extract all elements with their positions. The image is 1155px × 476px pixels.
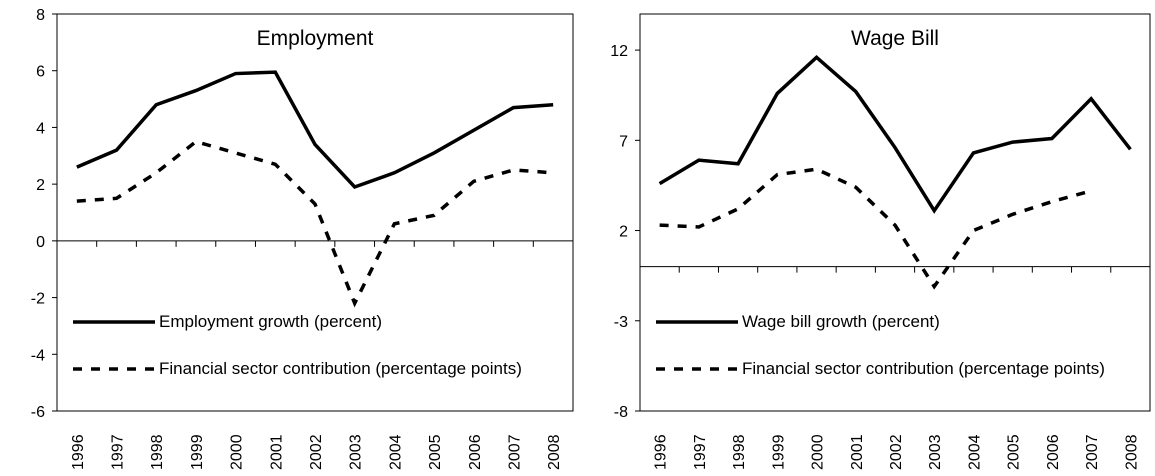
x-tick-label: 2007 (506, 434, 523, 470)
y-tick-label: -3 (614, 314, 628, 331)
legend-label: Wage bill growth (percent) (742, 312, 940, 331)
x-tick-label: 2006 (1045, 434, 1062, 470)
y-tick-label: 2 (36, 177, 45, 194)
y-tick-label: 12 (610, 43, 628, 60)
x-tick-label: 1998 (149, 434, 166, 470)
plot-frame (56, 13, 574, 412)
x-tick-label: 1996 (70, 434, 87, 470)
legend-label: Employment growth (percent) (159, 312, 382, 331)
y-tick-label: 0 (36, 234, 45, 251)
series-line (659, 167, 1092, 290)
x-tick-label: 2005 (427, 434, 444, 470)
x-tick-label: 2008 (546, 434, 563, 470)
series-line (76, 139, 554, 308)
y-tick-label: -6 (31, 404, 45, 421)
x-tick-label: 2001 (849, 434, 866, 470)
y-tick-label: 8 (36, 7, 45, 24)
legend-label: Financial sector contribution (percentag… (159, 359, 522, 378)
legend-label: Financial sector contribution (percentag… (742, 359, 1105, 378)
series-line (76, 70, 554, 190)
x-tick-label: 1996 (653, 434, 670, 470)
x-tick-label: 2000 (810, 434, 827, 470)
y-tick-label: -4 (31, 347, 45, 364)
x-tick-label: 1999 (770, 434, 787, 470)
x-tick-label: 2001 (268, 434, 285, 470)
x-tick-label: 2005 (1006, 434, 1023, 470)
x-tick-label: 2002 (888, 434, 905, 470)
y-tick-label: 7 (619, 133, 628, 150)
chart-title: Wage Bill (851, 27, 939, 50)
chart-title: Employment (257, 27, 374, 50)
y-tick-label: 2 (619, 224, 628, 241)
series-line (658, 54, 1132, 214)
y-tick-label: -8 (614, 404, 628, 421)
plot-frame (639, 13, 1151, 412)
x-tick-label: 2000 (229, 434, 246, 470)
y-tick-label: 4 (36, 120, 45, 137)
x-tick-label: 2004 (966, 434, 983, 470)
y-tick-label: -2 (31, 291, 45, 308)
x-tick-label: 2003 (927, 434, 944, 470)
x-tick-label: 1999 (189, 434, 206, 470)
x-tick-label: 1997 (110, 434, 127, 470)
x-tick-label: 2003 (348, 434, 365, 470)
x-tick-label: 2008 (1123, 434, 1140, 470)
x-tick-label: 2006 (467, 434, 484, 470)
y-tick-label: 6 (36, 64, 45, 81)
x-tick-label: 2007 (1084, 434, 1101, 470)
x-tick-label: 2004 (387, 434, 404, 470)
x-tick-label: 1997 (692, 434, 709, 470)
x-tick-label: 1998 (731, 434, 748, 470)
x-tick-label: 2002 (308, 434, 325, 470)
